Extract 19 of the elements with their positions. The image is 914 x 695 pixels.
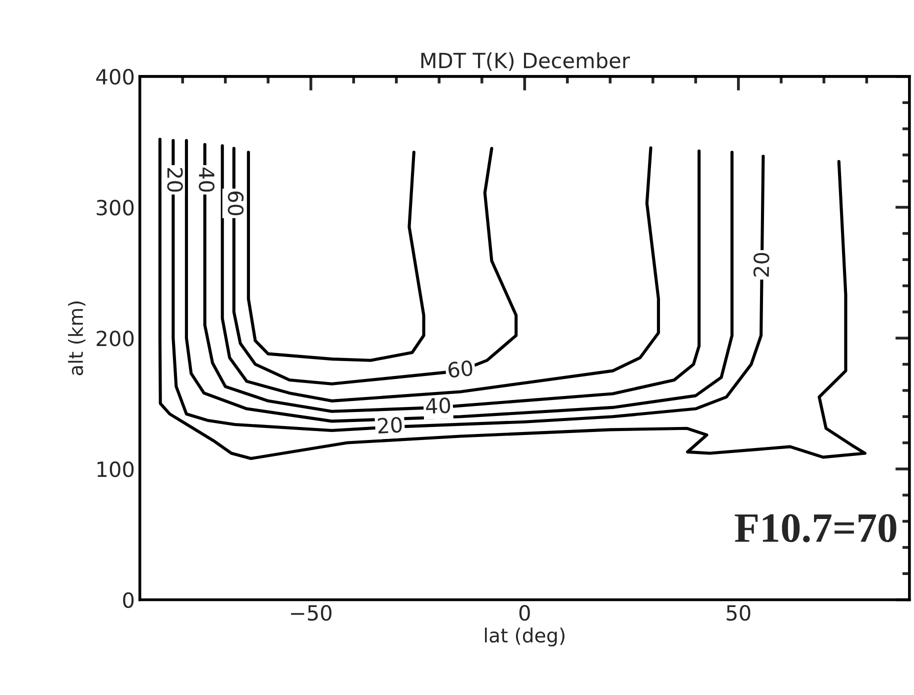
annotation: 20	[753, 252, 770, 277]
x-tick-label: 0	[519, 605, 530, 621]
x-tick-label: 50	[726, 605, 750, 621]
annotation: F10.7=70	[734, 514, 896, 542]
x-tick-label: −50	[291, 605, 332, 621]
y-tick-label: 200	[96, 330, 134, 346]
x-axis-title: lat (deg)	[484, 628, 564, 646]
annotation: 40	[426, 397, 450, 414]
y-tick-label: 400	[96, 68, 134, 85]
y-tick-label: 300	[96, 200, 134, 216]
y-tick-label: 100	[98, 461, 134, 478]
chart-title: MDT T(K) December	[421, 52, 630, 71]
annotation: 40	[198, 168, 215, 192]
y-tick-label: 0	[123, 592, 134, 608]
annotation: 20	[167, 168, 183, 192]
annotation: 20	[378, 416, 402, 434]
annotation: 60	[228, 192, 244, 216]
y-axis-title: alt (km)	[68, 302, 86, 376]
annotation: 60	[448, 360, 473, 378]
